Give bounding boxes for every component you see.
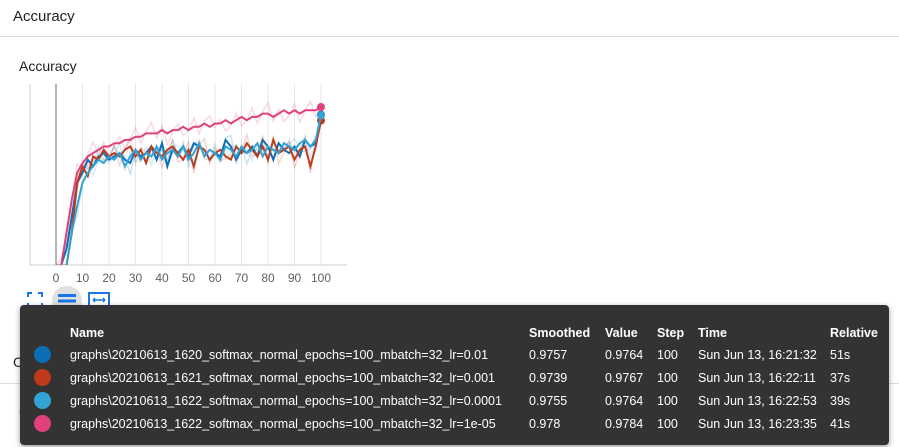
chart-card-title: Accuracy	[19, 58, 77, 74]
series-end-marker	[317, 111, 325, 120]
x-tick-label: 0	[53, 271, 60, 285]
series-color-swatch	[34, 343, 70, 366]
series-dot-icon	[34, 346, 51, 363]
cell-time: Sun Jun 13, 16:22:11	[698, 370, 816, 385]
tooltip-row: graphs\20210613_1622_softmax_normal_epoc…	[34, 412, 884, 435]
series-smoothed-line	[60, 106, 322, 265]
series-tooltip: Name Smoothed Value Step Time Relative g…	[20, 305, 889, 445]
series-raw-line	[55, 108, 322, 265]
cell-smoothed: 0.9757	[529, 347, 568, 362]
cell-name: graphs\20210613_1621_softmax_normal_epoc…	[70, 370, 495, 385]
cell-smoothed: 0.978	[529, 416, 561, 431]
series-end-marker	[317, 103, 325, 112]
series-smoothed-line	[65, 120, 322, 265]
cell-smoothed: 0.9755	[529, 393, 568, 408]
x-tick-label: 70	[235, 271, 249, 285]
tooltip-row: graphs\20210613_1620_softmax_normal_epoc…	[34, 343, 884, 366]
x-tick-label: 40	[155, 271, 169, 285]
series-smoothed-line	[65, 115, 322, 265]
series-color-swatch	[34, 412, 70, 435]
cell-relative: 51s	[830, 347, 851, 362]
cell-step: 100	[657, 370, 678, 385]
cell-name: graphs\20210613_1622_softmax_normal_epoc…	[70, 416, 496, 431]
cell-relative: 39s	[830, 393, 851, 408]
header-time: Time	[698, 326, 727, 340]
tooltip-header-row: Name Smoothed Value Step Time Relative	[34, 323, 884, 343]
cell-step: 100	[657, 416, 678, 431]
section-title: Accuracy	[13, 8, 75, 25]
header-value: Value	[605, 326, 638, 340]
series-color-swatch	[34, 389, 70, 412]
tooltip-table: Name Smoothed Value Step Time Relative g…	[34, 323, 884, 435]
cell-value: 0.9764	[605, 347, 644, 362]
cell-time: Sun Jun 13, 16:23:35	[698, 416, 817, 431]
cell-time: Sun Jun 13, 16:22:53	[698, 393, 817, 408]
x-tick-label: 90	[288, 271, 302, 285]
series-color-swatch	[34, 366, 70, 389]
x-tick-label: 20	[102, 271, 116, 285]
cell-name: graphs\20210613_1620_softmax_normal_epoc…	[70, 347, 489, 362]
cell-value: 0.9784	[605, 416, 644, 431]
fit-domain-icon	[27, 292, 43, 308]
series-dot-icon	[34, 392, 51, 409]
section-header[interactable]: Accuracy	[0, 0, 899, 37]
cell-relative: 41s	[830, 416, 851, 431]
cell-relative: 37s	[830, 370, 851, 385]
x-tick-label: 30	[129, 271, 143, 285]
series-dot-icon	[34, 415, 51, 432]
header-name: Name	[70, 326, 105, 340]
tooltip-row: graphs\20210613_1622_softmax_normal_epoc…	[34, 389, 884, 412]
x-tick-label: 100	[311, 271, 331, 285]
fit-domain-button[interactable]	[22, 289, 48, 311]
cell-value: 0.9767	[605, 370, 644, 385]
cell-step: 100	[657, 347, 678, 362]
cell-time: Sun Jun 13, 16:21:32	[698, 347, 817, 362]
header-smoothed: Smoothed	[529, 326, 591, 340]
cell-smoothed: 0.9739	[529, 370, 568, 385]
x-tick-label: 80	[261, 271, 275, 285]
x-tick-label: 60	[208, 271, 222, 285]
tooltip-row: graphs\20210613_1621_softmax_normal_epoc…	[34, 366, 884, 389]
cell-value: 0.9764	[605, 393, 644, 408]
header-step: Step	[657, 326, 685, 340]
cell-step: 100	[657, 393, 678, 408]
series-dot-icon	[34, 369, 51, 386]
x-tick-label: 10	[76, 271, 90, 285]
x-tick-label: 50	[182, 271, 196, 285]
header-relative: Relative	[830, 326, 878, 340]
header-color	[34, 323, 70, 343]
cell-name: graphs\20210613_1622_softmax_normal_epoc…	[70, 393, 502, 408]
